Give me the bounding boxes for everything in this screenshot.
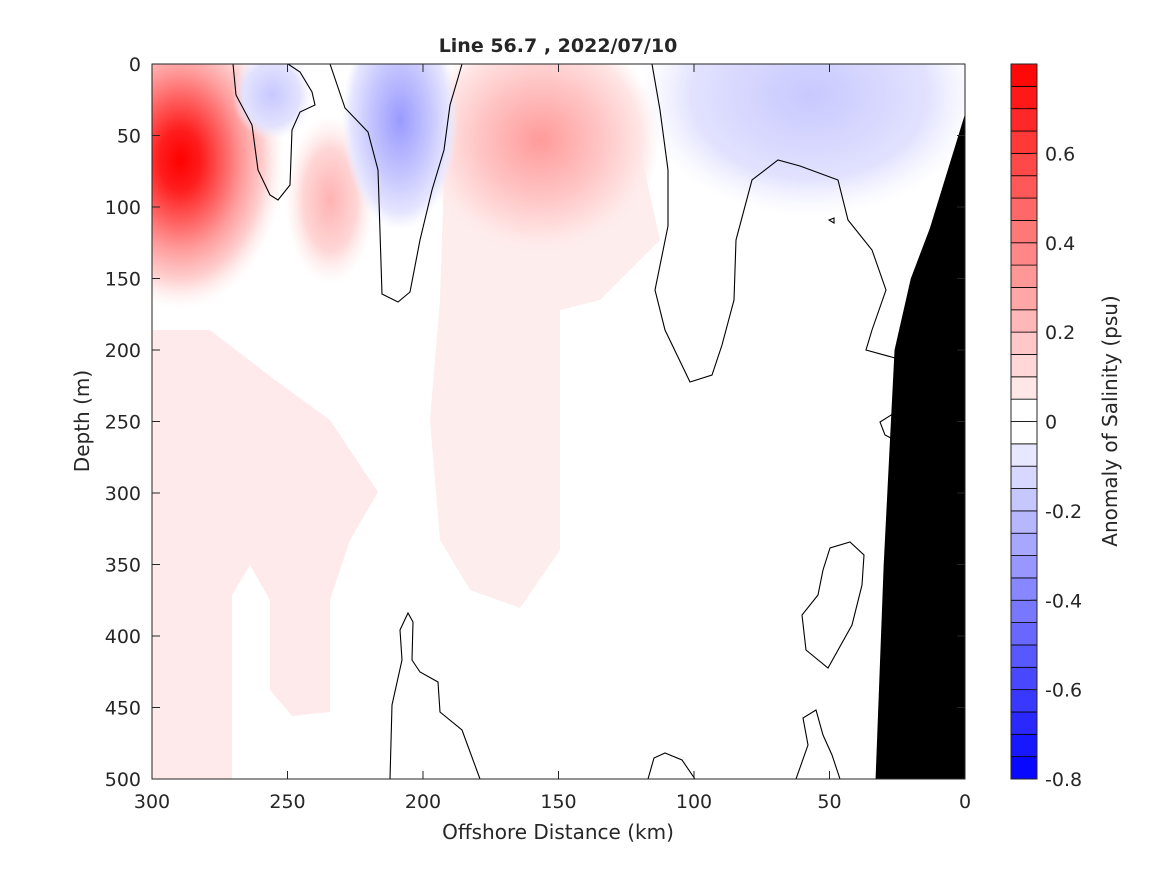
- colorbar-level: [1010, 510, 1038, 534]
- colorbar-level: [1010, 287, 1038, 311]
- y-tick-label: 50: [117, 126, 141, 148]
- x-tick-label: 0: [959, 791, 971, 813]
- negative-anomaly-nearshore: [640, 64, 965, 215]
- colorbar-level: [1010, 197, 1038, 221]
- zero-contour-6: [647, 752, 696, 779]
- colorbar-tick-label: 0: [1045, 412, 1057, 434]
- colorbar-level: [1010, 443, 1038, 467]
- colorbar-level: [1010, 398, 1038, 422]
- chart-title: Line 56.7 , 2022/07/10: [439, 35, 678, 57]
- x-tick-label: 200: [405, 791, 441, 813]
- colorbar-level: [1010, 175, 1038, 199]
- colorbar-level: [1010, 152, 1038, 177]
- colorbar-level: [1010, 421, 1038, 445]
- colorbar-level: [1010, 711, 1038, 735]
- zero-contour-1: [232, 64, 316, 201]
- x-tick-label: 100: [676, 791, 712, 813]
- colorbar-tick-label: 0.4: [1045, 233, 1075, 255]
- y-tick-label: 150: [105, 269, 141, 291]
- y-tick-label: 450: [105, 698, 141, 720]
- colorbar-level: [1010, 331, 1038, 355]
- colorbar-level: [1010, 666, 1038, 691]
- y-tick-label: 200: [105, 340, 141, 362]
- seafloor-bathymetry: [875, 114, 965, 779]
- colorbar-level: [1010, 264, 1038, 288]
- colorbar-tick-label: -0.4: [1045, 590, 1082, 612]
- colorbar-level: [1010, 376, 1038, 400]
- y-tick-label: 300: [105, 483, 141, 505]
- x-tick-label: 250: [269, 791, 305, 813]
- y-tick-label: 100: [105, 197, 141, 219]
- colorbar-label: Anomaly of Salinity (psu): [1098, 295, 1122, 546]
- zero-contour-9: [827, 217, 835, 224]
- colorbar-level: [1010, 354, 1038, 378]
- y-axis: 0 50 100 150 200 250 300 350 400 450 500: [105, 54, 965, 791]
- colorbar-level: [1010, 85, 1038, 110]
- positive-anomaly-core-160km: [420, 64, 660, 255]
- y-tick-label: 0: [129, 54, 141, 76]
- colorbar-level: [1010, 756, 1038, 780]
- zero-contour-4: [879, 411, 897, 441]
- anomaly-field: [152, 64, 965, 779]
- x-tick-label: 150: [540, 791, 576, 813]
- y-tick-label: 500: [105, 769, 141, 791]
- colorbar-level: [1010, 532, 1038, 556]
- colorbar-level: [1010, 599, 1038, 623]
- colorbar-level: [1010, 488, 1038, 512]
- y-tick-label: 400: [105, 626, 141, 648]
- zero-contours: [232, 64, 897, 779]
- colorbar-level: [1010, 689, 1038, 713]
- colorbar-tick-label: -0.8: [1045, 769, 1082, 791]
- zero-contour-2: [329, 64, 463, 303]
- zero-contour-5: [389, 611, 481, 779]
- colorbar-level: [1010, 465, 1038, 489]
- x-axis-label: Offshore Distance (km): [442, 820, 674, 844]
- x-tick-label: 50: [817, 791, 841, 813]
- colorbar-tick-label: -0.6: [1045, 680, 1082, 702]
- colorbar: 0.6 0.4 0.2 0 -0.2 -0.4 -0.6 -0.8: [1010, 63, 1082, 791]
- positive-anomaly-weak-mid: [430, 150, 660, 608]
- zero-contour-8: [795, 709, 841, 779]
- colorbar-level: [1010, 242, 1038, 266]
- colorbar-tick-label: -0.2: [1045, 501, 1082, 523]
- negative-anomaly-core-207km: [342, 64, 458, 230]
- positive-anomaly-weak-deep: [152, 330, 378, 779]
- colorbar-level: [1010, 622, 1038, 646]
- colorbar-level: [1010, 555, 1038, 579]
- y-tick-label: 250: [105, 412, 141, 434]
- y-tick-label: 350: [105, 555, 141, 577]
- negative-anomaly-core-256km: [232, 64, 312, 140]
- colorbar-tick-label: 0.6: [1045, 143, 1075, 165]
- colorbar-level: [1010, 63, 1038, 87]
- colorbar-level: [1010, 644, 1038, 668]
- colorbar-level: [1010, 577, 1038, 601]
- zero-contour-3: [651, 64, 896, 383]
- x-axis: 300 250 200 150 100 50 0: [134, 64, 971, 813]
- zero-contour-7: [801, 541, 865, 669]
- colorbar-level: [1010, 108, 1038, 132]
- positive-anomaly-core-290km: [152, 64, 285, 310]
- colorbar-tick-label: 0.2: [1045, 322, 1075, 344]
- colorbar-level: [1010, 130, 1038, 154]
- x-tick-label: 300: [134, 791, 170, 813]
- colorbar-level: [1010, 220, 1038, 244]
- colorbar-level: [1010, 309, 1038, 333]
- colorbar-level: [1010, 733, 1038, 758]
- y-axis-label: Depth (m): [70, 370, 94, 472]
